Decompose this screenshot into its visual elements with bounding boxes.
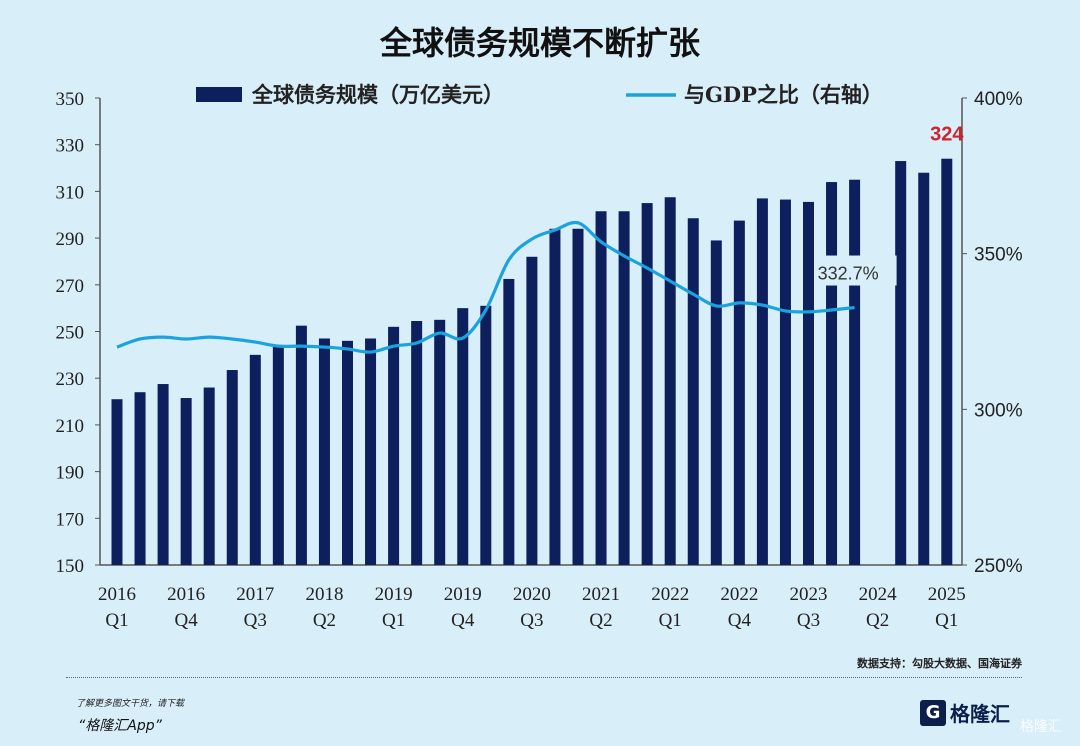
bar <box>249 354 261 565</box>
bar <box>526 256 538 565</box>
bar <box>849 179 861 565</box>
right-tick-label: 300% <box>974 400 1023 421</box>
left-tick-label: 210 <box>56 416 85 437</box>
bar <box>618 211 630 565</box>
x-tick-label-year: 2023 <box>790 584 828 605</box>
bar <box>388 326 400 565</box>
left-tick-label: 190 <box>56 463 85 484</box>
left-tick-label: 170 <box>56 509 85 530</box>
x-tick-label-year: 2019 <box>375 584 413 605</box>
bar <box>641 203 653 565</box>
legend-bar-label: 全球债务规模（万亿美元） <box>251 82 504 107</box>
bar-data-label: 324 <box>930 124 964 146</box>
x-tick-label-quarter: Q1 <box>935 610 958 631</box>
bar <box>664 197 676 566</box>
left-tick-label: 250 <box>56 323 85 344</box>
bar <box>180 398 192 565</box>
bar <box>826 182 838 565</box>
bar <box>756 198 768 565</box>
bar <box>480 305 492 565</box>
bar <box>457 308 469 565</box>
left-tick-label: 150 <box>56 556 85 577</box>
bar <box>572 228 584 565</box>
x-tick-label-year: 2022 <box>720 584 758 605</box>
bar <box>318 338 330 565</box>
x-tick-label-year: 2025 <box>928 584 966 605</box>
x-tick-label-quarter: Q1 <box>659 610 682 631</box>
bar <box>549 228 561 565</box>
left-tick-label: 230 <box>56 369 85 390</box>
bar <box>918 172 930 565</box>
logo-icon: G <box>920 699 946 726</box>
annotation-backdrop <box>816 255 897 286</box>
logo: G 格隆汇 <box>920 698 1010 727</box>
x-tick-label-quarter: Q1 <box>105 610 128 631</box>
left-tick-label: 350 <box>56 89 85 110</box>
divider <box>66 677 1022 678</box>
bar <box>941 158 953 565</box>
x-tick-label-quarter: Q2 <box>313 610 336 631</box>
promo-text: 了解更多图文干货，请下载 <box>76 699 185 709</box>
legend-bar-swatch <box>196 87 242 102</box>
watermark: 格隆汇 <box>1020 719 1062 735</box>
ratio-line <box>116 220 855 354</box>
bar <box>710 240 722 565</box>
left-tick-label: 270 <box>56 276 85 297</box>
x-tick-label-year: 2018 <box>305 584 343 605</box>
right-tick-label: 400% <box>974 89 1023 110</box>
x-tick-label-year: 2020 <box>513 584 551 605</box>
x-tick-label-year: 2016 <box>167 584 205 605</box>
right-tick-label: 250% <box>974 556 1023 577</box>
bar <box>157 384 169 565</box>
x-tick-label-quarter: Q3 <box>797 610 820 631</box>
chart-title: 全球债务规模不断扩张 <box>379 24 700 62</box>
bar <box>779 199 791 565</box>
left-tick-label: 330 <box>56 136 85 157</box>
right-tick-label: 350% <box>974 245 1023 266</box>
logo-text: 格隆汇 <box>950 702 1010 726</box>
ratio-data-label: 332.7% <box>818 264 879 284</box>
x-tick-label-year: 2017 <box>236 584 274 605</box>
bar <box>803 201 814 565</box>
x-tick-label-year: 2016 <box>98 584 136 605</box>
x-tick-label-quarter: Q4 <box>728 610 752 631</box>
x-tick-label-quarter: Q4 <box>175 610 199 631</box>
bar <box>411 320 423 565</box>
bar <box>295 325 307 565</box>
x-tick-label-quarter: Q3 <box>520 610 543 631</box>
x-tick-label-year: 2021 <box>582 584 620 605</box>
bar <box>272 345 284 565</box>
x-tick-label-quarter: Q1 <box>382 610 405 631</box>
bar <box>203 387 215 565</box>
bar <box>226 370 238 565</box>
source-note: 数据支持：勾股大数据、国海证券 <box>857 657 1022 670</box>
x-tick-label-quarter: Q3 <box>244 610 267 631</box>
legend-line-label: 与GDP之比（右轴） <box>684 82 883 107</box>
x-tick-label-year: 2019 <box>444 584 482 605</box>
left-tick-label: 310 <box>56 182 85 203</box>
x-tick-label-quarter: Q2 <box>589 610 612 631</box>
bar <box>895 161 907 566</box>
x-tick-label-year: 2024 <box>859 584 898 605</box>
x-tick-label-year: 2022 <box>651 584 689 605</box>
bar <box>434 319 446 565</box>
bar <box>503 278 515 565</box>
bar <box>687 218 699 565</box>
x-tick-label-quarter: Q4 <box>451 610 475 631</box>
x-tick-label-quarter: Q2 <box>866 610 889 631</box>
bar <box>342 340 353 565</box>
bar <box>111 399 123 565</box>
left-tick-label: 290 <box>56 229 85 250</box>
bar <box>134 392 146 565</box>
bar <box>733 220 745 565</box>
promo-app-name: “格隆汇App” <box>78 718 162 734</box>
bar <box>595 211 607 565</box>
chart: 150 170 190 210 230 250 270 290 310 330 350 250% 300… <box>56 82 1023 631</box>
bar <box>365 338 377 565</box>
